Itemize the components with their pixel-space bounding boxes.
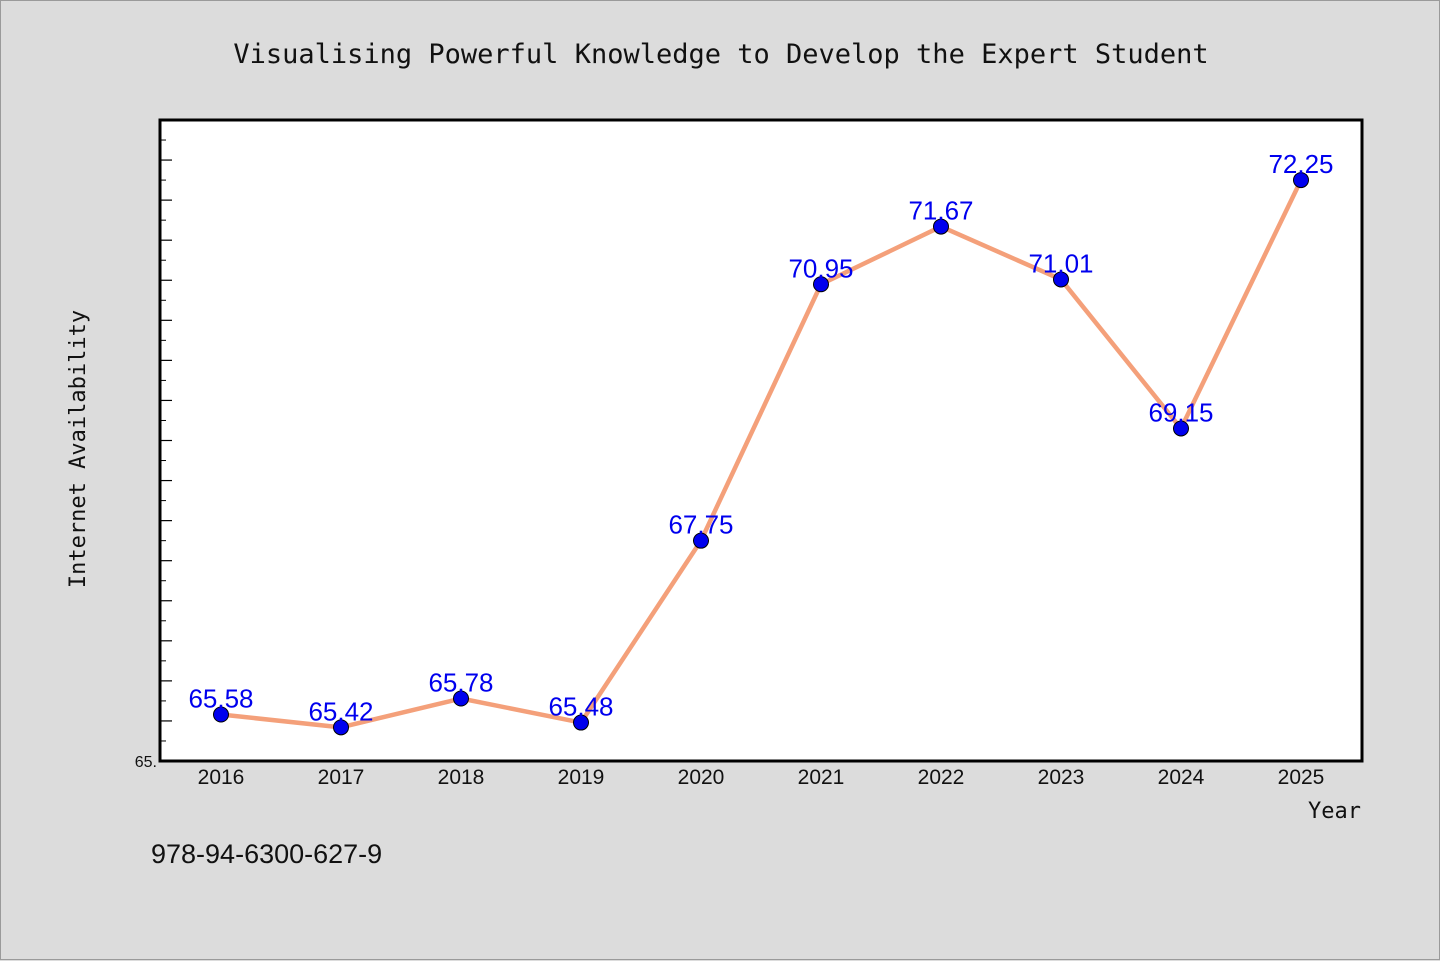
data-point [813, 276, 829, 293]
x-tick-label: 2021 [798, 766, 845, 789]
y-axis-min-label: 65. [135, 754, 157, 771]
x-tick-label: 2018 [438, 766, 485, 789]
x-tick-label: 2016 [198, 766, 245, 789]
data-point [213, 706, 229, 723]
data-point [1173, 420, 1189, 437]
data-point [453, 690, 469, 707]
data-point [573, 714, 589, 731]
data-label: 65.58 [188, 684, 253, 714]
x-axis-label: Year [1308, 799, 1361, 824]
data-label: 71.01 [1028, 248, 1093, 278]
data-label: 65.42 [308, 696, 373, 726]
data-point [933, 218, 949, 235]
data-point [693, 532, 709, 549]
data-label: 65.78 [428, 668, 493, 698]
x-axis-tick-labels: 2016 2017 2018 2019 2020 2021 2022 2023 2024 2025 [198, 766, 1325, 789]
x-tick-label: 2020 [678, 766, 725, 789]
series-line [220, 179, 1304, 730]
data-label: 72.25 [1268, 149, 1333, 179]
y-axis-ticks [160, 139, 172, 742]
data-point [333, 719, 349, 736]
data-markers [213, 172, 1309, 736]
x-tick-label: 2025 [1278, 766, 1325, 789]
data-label: 67.75 [668, 510, 733, 540]
isbn-text: 978-94-6300-627-9 [151, 839, 382, 869]
x-tick-label: 2024 [1158, 766, 1205, 789]
chart-title: Visualising Powerful Knowledge to Develo… [233, 39, 1208, 70]
data-label: 65.48 [548, 692, 613, 722]
plot-area [158, 118, 1364, 763]
data-labels: 65.58 65.42 65.78 65.48 67.75 70.95 71.67 71.01… [188, 149, 1333, 726]
data-label: 69.15 [1148, 397, 1213, 427]
x-tick-label: 2022 [918, 766, 965, 789]
y-axis-label: Internet Availability [66, 310, 91, 588]
data-point [1053, 271, 1069, 288]
x-tick-label: 2023 [1038, 766, 1085, 789]
data-label: 71.67 [908, 196, 973, 226]
x-tick-label: 2017 [318, 766, 365, 789]
data-point [1293, 172, 1309, 189]
data-label: 70.95 [788, 253, 853, 283]
series-line-group [220, 179, 1304, 730]
x-tick-label: 2019 [558, 766, 605, 789]
